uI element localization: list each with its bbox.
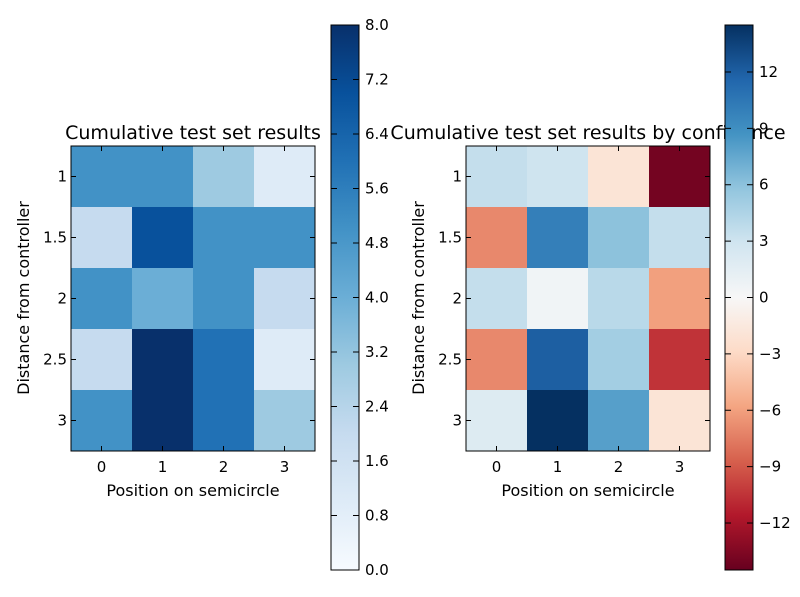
heatmap-1-cell-r1-c1: [132, 207, 194, 269]
heatmap-2-cell-r4-c3: [649, 390, 711, 452]
heatmap-2-cell-r3-c0: [466, 329, 528, 391]
heatmap-1-cell-r3-c1: [132, 329, 194, 391]
heatmap-1-cell-r3-c3: [254, 329, 316, 391]
heatmap-1-x-tick-label: 3: [280, 458, 290, 476]
colorbar-2-tick-label: −9: [759, 458, 781, 476]
heatmap-2-cell-r3-c3: [649, 329, 711, 391]
heatmap-2-ticks: 0 1 2 3 1 1.5 2 2.5 3: [438, 146, 710, 476]
colorbar-2-tick-label: 6: [759, 176, 769, 194]
heatmap-2-cell-r2-c0: [466, 268, 528, 330]
heatmap-1-cell-r2-c0: [71, 268, 133, 330]
heatmap-1-cell-r3-c2: [193, 329, 255, 391]
heatmap-1-cell-r0-c2: [193, 146, 255, 208]
heatmap-1-title: Cumulative test set results: [65, 122, 321, 144]
heatmap-1-cell-r2-c3: [254, 268, 316, 330]
heatmap-2-cell-r1-c0: [466, 207, 528, 269]
heatmap-1-cells: [71, 146, 316, 452]
heatmap-2-cell-r0-c2: [588, 146, 650, 208]
heatmap-1-cell-r2-c1: [132, 268, 194, 330]
heatmap-2-cell-r3-c1: [527, 329, 589, 391]
colorbar-1-tick-label: 1.6: [365, 452, 389, 470]
colorbar-1-tick-label: 0.0: [365, 561, 389, 579]
heatmap-2-title: Cumulative test set results by confidenc…: [390, 122, 785, 144]
colorbar-1-tick-label: 4.0: [365, 289, 389, 307]
heatmap-2-y-tick-label: 3: [452, 412, 462, 430]
heatmap-2-cells: [466, 146, 711, 452]
heatmap-1-cell-r4-c2: [193, 390, 255, 452]
colorbar-2-tick-label: −3: [759, 345, 781, 363]
heatmap-1-cell-r1-c0: [71, 207, 133, 269]
heatmap-2-cell-r1-c3: [649, 207, 711, 269]
heatmap-1-ticks: 0 1 2 3 1 1.5 2 2.5 3: [43, 146, 315, 476]
heatmap-2-cell-r4-c1: [527, 390, 589, 452]
heatmap-1-y-tick-label: 2.5: [43, 351, 67, 369]
heatmap-1-x-tick-label: 1: [158, 458, 168, 476]
colorbar-1-tick-label: 8.0: [365, 16, 389, 34]
heatmap-1-cell-r3-c0: [71, 329, 133, 391]
heatmap-1: 0 1 2 3 1 1.5 2 2.5 3 Cumulative test set result…: [14, 122, 321, 500]
heatmap-2-x-axis-label: Position on semicircle: [501, 481, 674, 500]
heatmap-1-x-tick-label: 2: [219, 458, 229, 476]
heatmap-2-y-axis-label: Distance from controller: [409, 201, 428, 395]
colorbar-2-tick-label: −6: [759, 401, 781, 419]
heatmap-2-y-tick-label: 2.5: [438, 351, 462, 369]
colorbar-2-tick-label: 9: [759, 119, 769, 137]
heatmap-1-y-tick-label: 3: [57, 412, 67, 430]
colorbar-1-tick-label: 3.2: [365, 343, 389, 361]
heatmap-2-x-tick-label: 1: [553, 458, 563, 476]
colorbar-2-tick-label: −12: [759, 514, 791, 532]
heatmap-2-cell-r4-c0: [466, 390, 528, 452]
heatmap-1-cell-r0-c1: [132, 146, 194, 208]
heatmap-1-cell-r1-c3: [254, 207, 316, 269]
heatmap-2-cell-r0-c3: [649, 146, 711, 208]
heatmap-2-cell-r4-c2: [588, 390, 650, 452]
colorbar-1-tick-label: 7.2: [365, 71, 389, 89]
heatmap-1-y-axis-label: Distance from controller: [14, 201, 33, 395]
heatmap-2: 0 1 2 3 1 1.5 2 2.5 3 Cumulative test set result…: [390, 122, 785, 500]
heatmap-1-x-axis-label: Position on semicircle: [106, 481, 279, 500]
colorbar-2-tick-label: 12: [759, 63, 778, 81]
colorbar-1-tick-label: 6.4: [365, 125, 389, 143]
colorbar-1-tick-label: 4.8: [365, 234, 389, 252]
colorbar-2-tick-label: 3: [759, 232, 769, 250]
heatmap-1-y-tick-label: 2: [57, 290, 67, 308]
heatmap-2-cell-r3-c2: [588, 329, 650, 391]
heatmap-1-cell-r4-c1: [132, 390, 194, 452]
colorbar-1-tick-label: 2.4: [365, 398, 389, 416]
heatmap-1-cell-r1-c2: [193, 207, 255, 269]
heatmap-1-cell-r4-c3: [254, 390, 316, 452]
heatmap-2-cell-r1-c1: [527, 207, 589, 269]
heatmap-1-cell-r4-c0: [71, 390, 133, 452]
heatmap-1-y-tick-label: 1.5: [43, 229, 67, 247]
heatmap-2-y-tick-label: 2: [452, 290, 462, 308]
heatmap-2-cell-r2-c2: [588, 268, 650, 330]
heatmap-1-y-tick-label: 1: [57, 168, 67, 186]
heatmap-2-y-tick-label: 1.5: [438, 229, 462, 247]
colorbar-1-tick-label: 0.8: [365, 507, 389, 525]
colorbar-2-tick-label: 0: [759, 289, 769, 307]
heatmap-2-cell-r1-c2: [588, 207, 650, 269]
colorbar-2: −12 −9 −6 −3 0 3 6 9 12: [724, 24, 791, 571]
heatmap-2-cell-r2-c3: [649, 268, 711, 330]
heatmap-1-cell-r0-c0: [71, 146, 133, 208]
heatmap-2-cell-r2-c1: [527, 268, 589, 330]
heatmap-2-x-tick-label: 0: [492, 458, 502, 476]
heatmap-2-cell-r0-c1: [527, 146, 589, 208]
heatmap-1-cell-r0-c3: [254, 146, 316, 208]
heatmap-1-x-tick-label: 0: [97, 458, 107, 476]
heatmap-2-cell-r0-c0: [466, 146, 528, 208]
colorbar-1: 0.0 0.8 1.6 2.4 3.2 4.0 4.8 5.6 6.4 7.2 8.0: [330, 16, 389, 579]
colorbar-2-ticks: −12 −9 −6 −3 0 3 6 9 12: [725, 63, 791, 532]
colorbar-1-tick-label: 5.6: [365, 180, 389, 198]
heatmap-2-y-tick-label: 1: [452, 168, 462, 186]
heatmap-2-x-tick-label: 3: [675, 458, 685, 476]
colorbar-1-ticks: 0.0 0.8 1.6 2.4 3.2 4.0 4.8 5.6 6.4 7.2 8.0: [331, 16, 389, 579]
heatmap-1-cell-r2-c2: [193, 268, 255, 330]
heatmap-2-x-tick-label: 2: [614, 458, 624, 476]
